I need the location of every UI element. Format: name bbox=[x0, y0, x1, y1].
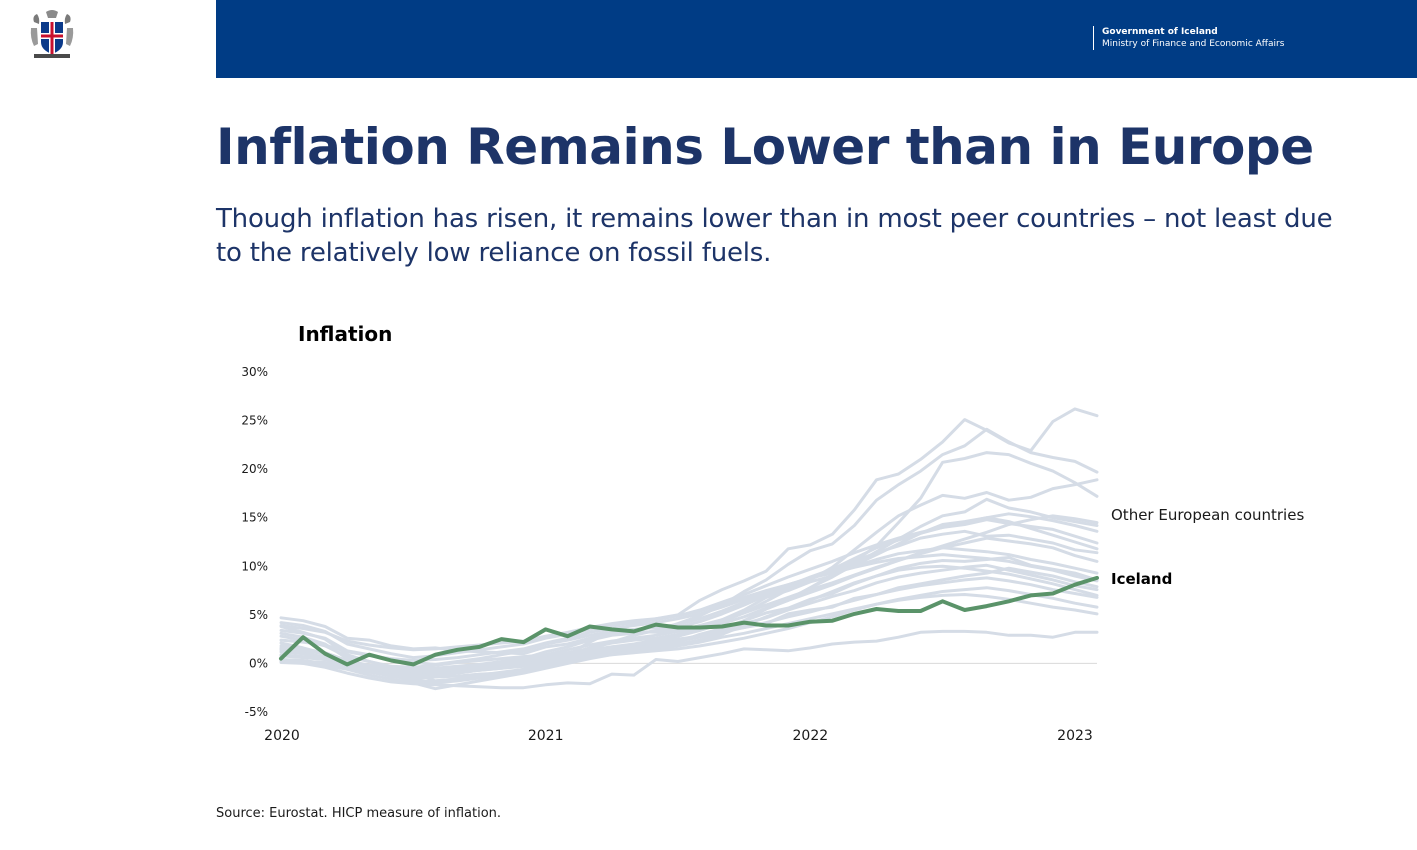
x-tick-label: 2023 bbox=[1057, 728, 1093, 744]
header-bar: Government of Iceland Ministry of Financ… bbox=[216, 0, 1417, 78]
y-tick-label: 0% bbox=[249, 656, 268, 670]
chart-title: Inflation bbox=[298, 322, 392, 346]
iceland-series bbox=[279, 575, 1099, 667]
inflation-line-chart: Inflation -5%0%5%10%15%20%25%30% 2020 202… bbox=[241, 322, 1304, 744]
series-line-other-country bbox=[279, 546, 1099, 662]
y-tick-label: 25% bbox=[241, 414, 268, 428]
y-tick-label: 30% bbox=[241, 365, 268, 379]
ministry-name: Ministry of Finance and Economic Affairs bbox=[1102, 39, 1285, 49]
x-tick-label: 2022 bbox=[793, 728, 829, 744]
series-line-other-country bbox=[279, 529, 1099, 671]
series-line-other-country bbox=[279, 478, 1099, 683]
series-line-other-country bbox=[279, 497, 1099, 681]
series-label-iceland: Iceland bbox=[1111, 570, 1172, 588]
series-line-other-country bbox=[279, 576, 1099, 685]
source-note: Source: Eurostat. HICP measure of inflat… bbox=[216, 806, 502, 821]
series-line-other-country bbox=[279, 586, 1099, 673]
page-subtitle: Though inflation has risen, it remains l… bbox=[216, 204, 1333, 268]
y-tick-label: 5% bbox=[249, 608, 268, 622]
x-axis: 2020 2021 2022 2023 bbox=[264, 728, 1093, 744]
y-tick-label: -5% bbox=[245, 705, 268, 719]
series-label-other: Other European countries bbox=[1111, 506, 1304, 524]
x-tick-label: 2020 bbox=[264, 728, 300, 744]
series-line-iceland bbox=[279, 575, 1099, 667]
y-tick-label: 15% bbox=[241, 511, 268, 525]
x-tick-label: 2021 bbox=[528, 728, 564, 744]
y-tick-label: 20% bbox=[241, 462, 268, 476]
page-title: Inflation Remains Lower than in Europe bbox=[216, 118, 1314, 176]
series-line-other-country bbox=[279, 629, 1099, 690]
government-name: Government of Iceland bbox=[1102, 27, 1218, 37]
coat-of-arms-logo bbox=[30, 10, 74, 58]
y-axis: -5% 0% 5% 10% 15% 20% 25% 30% bbox=[241, 365, 268, 719]
crest-supporters bbox=[30, 10, 74, 46]
other-countries-series bbox=[279, 407, 1099, 691]
y-tick-label: 10% bbox=[241, 559, 268, 573]
crest-base bbox=[34, 54, 70, 58]
government-label: Government of Iceland Ministry of Financ… bbox=[1093, 26, 1284, 50]
series-line-other-country bbox=[279, 553, 1099, 652]
